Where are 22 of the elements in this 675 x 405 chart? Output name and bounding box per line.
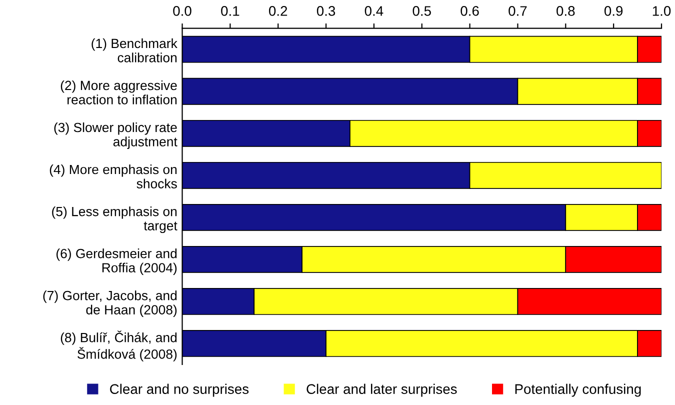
x-tick-label: 0.5 [412,6,431,16]
y-tick-label: (7) Gorter, Jacobs, and de Haan (2008) [43,290,177,318]
y-tick-label: (2) More aggressive reaction to inflation [60,80,177,104]
legend-label: Clear and later surprises [306,384,457,397]
x-tick-label: 0.8 [556,6,575,16]
x-tick-label: 0.4 [364,6,384,16]
x-tick-label: 0.7 [508,6,527,16]
y-tick-label: (3) Slower policy rate adjustment [54,122,178,149]
x-tick-label: 0.0 [173,6,192,16]
y-tick-label: (5) Less emphasis on target [52,206,178,234]
x-tick-label: 1.0 [652,6,671,16]
y-tick-label: (1) Benchmark calibration [92,38,178,62]
x-tick-label: 0.2 [268,6,288,16]
y-tick-label: (4) More emphasis on shocks [50,164,177,188]
x-tick-label: 0.1 [221,6,240,16]
x-tick-label: 0.9 [604,6,623,16]
x-tick-label: 0.3 [316,6,336,16]
y-tick-label: (8) Bulíř, Čihák, and Šmídková (2008) [60,330,177,362]
legend-label: Potentially confusing [515,384,641,397]
y-tick-label: (6) Gerdesmeier and Roffia (2004) [56,248,177,276]
x-tick-label: 0.6 [460,6,479,16]
legend-label: Clear and no surprises [110,384,249,397]
